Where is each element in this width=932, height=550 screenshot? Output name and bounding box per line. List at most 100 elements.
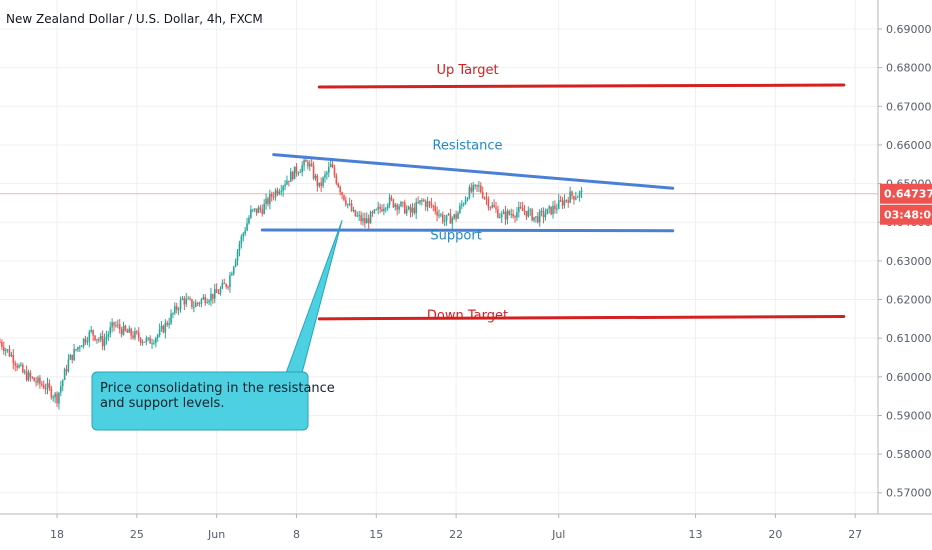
candle-up bbox=[244, 230, 246, 234]
countdown-badge-bg bbox=[880, 204, 932, 225]
candle-down bbox=[196, 302, 199, 304]
candle-up bbox=[394, 204, 397, 207]
candle-down bbox=[345, 200, 347, 205]
candle-down bbox=[343, 194, 345, 201]
candle-up bbox=[563, 199, 566, 206]
candle-up bbox=[286, 180, 288, 185]
price-tick-label: 0.58000 bbox=[886, 448, 932, 461]
candle-up bbox=[580, 190, 583, 193]
countdown-label: 03:48:06 bbox=[884, 209, 932, 222]
candle-up bbox=[179, 299, 182, 310]
candle-up bbox=[103, 339, 106, 347]
candle-down bbox=[227, 286, 229, 288]
candle-up bbox=[105, 336, 108, 340]
down-target-label: Down Target bbox=[427, 309, 508, 324]
candle-up bbox=[301, 165, 303, 172]
candle-down bbox=[132, 335, 134, 338]
candle-up bbox=[158, 329, 161, 336]
candle-down bbox=[139, 338, 142, 343]
candle-down bbox=[432, 205, 435, 207]
candle-up bbox=[326, 172, 328, 175]
candle-down bbox=[75, 349, 77, 351]
candle-down bbox=[175, 306, 178, 310]
candle-up bbox=[516, 212, 518, 218]
candle-down bbox=[428, 201, 431, 203]
candle-up bbox=[383, 208, 385, 212]
candle-down bbox=[489, 207, 492, 209]
candle-up bbox=[293, 166, 296, 180]
candle-down bbox=[392, 199, 395, 207]
candle-up bbox=[468, 187, 471, 199]
candle-down bbox=[189, 298, 191, 300]
callout-text-line: Price consolidating in the resistance bbox=[100, 381, 335, 396]
candle-up bbox=[453, 214, 456, 219]
candle-down bbox=[137, 332, 140, 339]
candle-down bbox=[523, 210, 526, 212]
candle-up bbox=[4, 349, 7, 352]
candle-down bbox=[409, 206, 412, 213]
candle-up bbox=[61, 380, 64, 387]
candle-down bbox=[521, 207, 524, 211]
candle-down bbox=[261, 209, 264, 214]
candle-down bbox=[94, 335, 96, 341]
candle-down bbox=[56, 393, 58, 404]
candle-up bbox=[246, 223, 248, 231]
last-price-badge-bg bbox=[880, 183, 932, 204]
resistance-line[interactable] bbox=[272, 153, 675, 190]
candle-series bbox=[0, 155, 583, 410]
price-tick-label: 0.61000 bbox=[886, 332, 932, 345]
support-line[interactable] bbox=[260, 228, 675, 233]
candle-down bbox=[223, 283, 226, 285]
candle-down bbox=[272, 196, 275, 198]
candle-down bbox=[312, 165, 315, 179]
candle-down bbox=[16, 365, 18, 368]
candle-up bbox=[388, 197, 391, 206]
candle-down bbox=[92, 330, 94, 336]
candle-up bbox=[386, 205, 389, 209]
candle-up bbox=[73, 349, 75, 361]
candle-up bbox=[318, 182, 321, 186]
candle-up bbox=[145, 338, 148, 342]
price-axis[interactable]: 0.690000.680000.670000.660000.650000.640… bbox=[878, 23, 932, 500]
candle-up bbox=[23, 371, 26, 373]
price-tick-label: 0.60000 bbox=[886, 371, 932, 384]
candle-down bbox=[316, 175, 319, 186]
down-target-line[interactable] bbox=[317, 315, 846, 321]
candle-up bbox=[109, 327, 112, 335]
candle-up bbox=[174, 306, 176, 314]
candle-up bbox=[548, 206, 551, 209]
candle-up bbox=[308, 163, 311, 167]
candle-down bbox=[183, 298, 186, 305]
time-axis[interactable]: 18 25 Jun 8 15 22 Jul 13 20 27 bbox=[50, 514, 862, 541]
candle-down bbox=[305, 160, 307, 162]
candle-up bbox=[134, 331, 136, 338]
time-tick-label: 18 bbox=[50, 528, 64, 541]
candle-up bbox=[187, 298, 189, 300]
candle-up bbox=[377, 206, 379, 210]
candle-up bbox=[181, 298, 184, 300]
price-tick-label: 0.67000 bbox=[886, 100, 932, 113]
callout-box[interactable] bbox=[91, 371, 309, 431]
candle-down bbox=[331, 164, 334, 168]
candle-up bbox=[263, 203, 265, 214]
up-target-line[interactable] bbox=[317, 83, 846, 89]
resistance-label: Resistance bbox=[432, 139, 502, 154]
candle-up bbox=[462, 203, 465, 205]
candle-down bbox=[542, 211, 545, 218]
candle-up bbox=[60, 386, 62, 393]
candle-up bbox=[155, 338, 157, 343]
candle-down bbox=[291, 171, 294, 180]
candle-up bbox=[69, 354, 72, 360]
candle-up bbox=[461, 204, 463, 206]
candle-down bbox=[217, 292, 220, 294]
candle-down bbox=[417, 202, 419, 204]
support-label: Support bbox=[430, 229, 481, 244]
candle-down bbox=[381, 209, 383, 212]
candle-down bbox=[50, 387, 53, 398]
candle-down bbox=[497, 209, 499, 218]
last-price-label: 0.64737 bbox=[884, 188, 932, 201]
candle-down bbox=[0, 342, 1, 344]
candle-up bbox=[177, 309, 180, 311]
candle-up bbox=[80, 345, 83, 347]
